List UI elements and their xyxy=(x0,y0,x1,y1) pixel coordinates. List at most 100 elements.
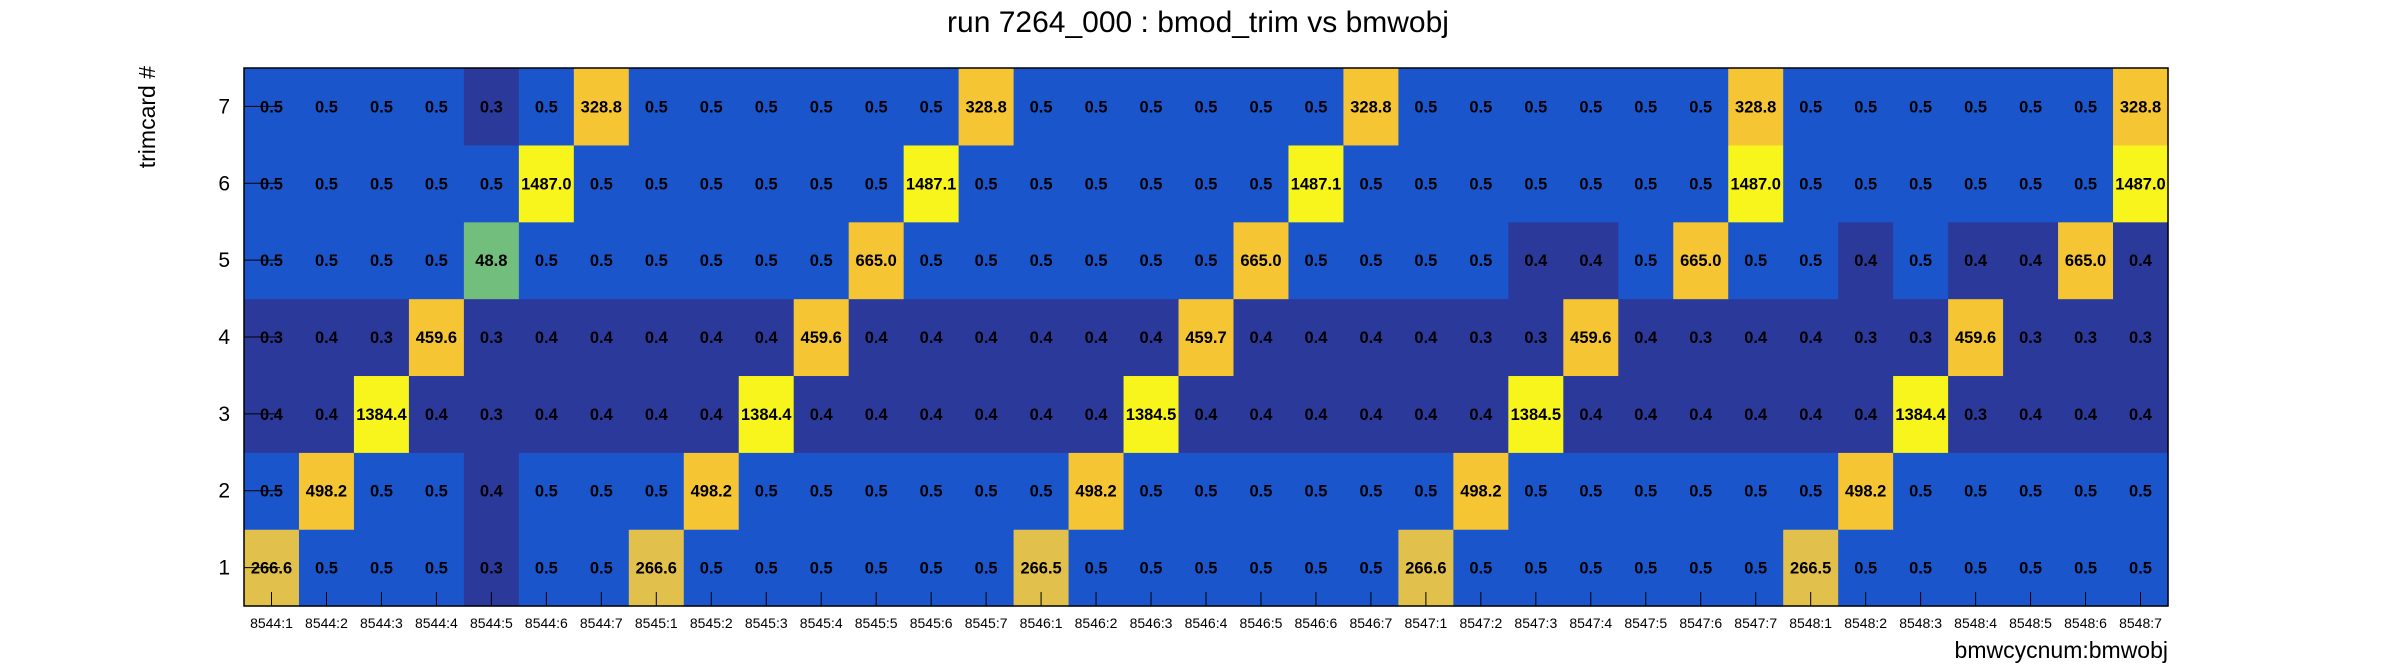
cell-value-label: 0.5 xyxy=(1085,252,1108,270)
cell-value-label: 0.5 xyxy=(1799,175,1822,193)
cell-value-label: 0.3 xyxy=(1909,329,1932,347)
heatmap-cell xyxy=(2113,452,2169,530)
cell-value-label: 0.4 xyxy=(1799,329,1823,347)
cell-value-label: 0.5 xyxy=(1634,483,1657,501)
heatmap-cell xyxy=(1673,452,1729,530)
cell-value-label: 0.5 xyxy=(590,175,613,193)
heatmap-cell xyxy=(408,144,465,223)
heatmap-cell xyxy=(463,452,520,530)
cell-value-label: 0.5 xyxy=(260,98,283,116)
cell-value-label: 0.5 xyxy=(920,483,943,501)
cell-value-label: 0.5 xyxy=(1195,483,1218,501)
cell-value-label: 1487.1 xyxy=(906,175,956,193)
heatmap-cell xyxy=(1288,298,1345,377)
cell-value-label: 0.5 xyxy=(1579,175,1602,193)
cell-value-label: 0.5 xyxy=(370,252,393,270)
cell-value-label: 0.5 xyxy=(425,252,448,270)
x-tick-label: 8545:4 xyxy=(800,615,843,631)
y-tick-label: 7 xyxy=(218,95,230,118)
x-tick-label: 8546:7 xyxy=(1349,615,1392,631)
heatmap-cell xyxy=(1288,68,1345,146)
cell-value-label: 1384.5 xyxy=(1126,406,1176,424)
cell-value-label: 0.5 xyxy=(260,252,283,270)
cell-value-label: 0.5 xyxy=(1634,98,1657,116)
heatmap-cell xyxy=(1893,452,1949,530)
cell-value-label: 0.5 xyxy=(1030,175,1053,193)
heatmap-cell xyxy=(1508,298,1564,377)
heatmap-cell xyxy=(573,452,630,530)
heatmap-cell xyxy=(2003,452,2059,530)
heatmap-cell xyxy=(1178,452,1235,530)
cell-value-label: 1384.4 xyxy=(1895,406,1946,424)
heatmap-cell xyxy=(628,298,685,377)
cell-value-label: 0.5 xyxy=(425,483,448,501)
cell-value-label: 0.4 xyxy=(2074,406,2098,424)
cell-value-label: 0.5 xyxy=(1140,483,1163,501)
cell-value-label: 0.5 xyxy=(315,98,338,116)
cell-value-label: 0.5 xyxy=(425,560,448,578)
cell-value-label: 0.5 xyxy=(810,483,833,501)
heatmap-cell xyxy=(1233,452,1290,530)
cell-value-label: 0.5 xyxy=(1524,560,1547,578)
heatmap-cell xyxy=(353,452,410,530)
heatmap-cell xyxy=(408,221,465,300)
cell-value-label: 0.5 xyxy=(865,98,888,116)
heatmap-cell xyxy=(1673,144,1729,223)
cell-value-label: 665.0 xyxy=(1680,252,1721,270)
heatmap-cell xyxy=(408,375,465,453)
cell-value-label: 0.5 xyxy=(1140,560,1163,578)
heatmap-cell xyxy=(903,452,960,530)
cell-value-label: 0.5 xyxy=(1964,175,1987,193)
heatmap-cell xyxy=(2058,375,2114,453)
heatmap-cell xyxy=(573,68,630,146)
heatmap-cell xyxy=(848,68,905,146)
heatmap-cell xyxy=(1068,68,1125,146)
cell-value-label: 0.5 xyxy=(425,98,448,116)
heatmap-cell xyxy=(1618,221,1674,300)
heatmap-cell xyxy=(1013,68,1070,146)
cell-value-label: 48.8 xyxy=(475,252,507,270)
heatmap-cell xyxy=(2058,452,2114,530)
heatmap-cell xyxy=(1178,221,1235,300)
x-tick-label: 8548:3 xyxy=(1899,615,1942,631)
x-axis-title: bmwcycnum:bmwobj xyxy=(1955,637,2168,663)
cell-value-label: 0.4 xyxy=(1250,406,1274,424)
heatmap-cell xyxy=(573,298,630,377)
cell-value-label: 0.5 xyxy=(755,98,778,116)
heatmap-cell xyxy=(848,452,905,530)
heatmap-cell xyxy=(1013,221,1070,300)
y-tick-label: 5 xyxy=(218,249,230,272)
cell-value-label: 0.5 xyxy=(1195,98,1218,116)
heatmap-cell xyxy=(1728,68,1784,146)
x-tick-label: 8545:2 xyxy=(690,615,733,631)
cell-value-label: 0.5 xyxy=(1964,560,1987,578)
cell-value-label: 0.4 xyxy=(1030,406,1054,424)
cell-value-label: 0.5 xyxy=(1304,483,1327,501)
cell-value-label: 0.5 xyxy=(260,483,283,501)
cell-value-label: 328.8 xyxy=(581,98,622,116)
cell-value-label: 0.4 xyxy=(425,406,449,424)
y-tick-label: 1 xyxy=(218,557,230,580)
x-tick-label: 8546:1 xyxy=(1020,615,1063,631)
heatmap-cell xyxy=(408,68,465,146)
x-tick-label: 8547:6 xyxy=(1679,615,1722,631)
cell-value-label: 0.5 xyxy=(1469,175,1492,193)
cell-value-label: 0.5 xyxy=(1085,98,1108,116)
heatmap-cell xyxy=(1948,144,2004,223)
cell-value-label: 0.4 xyxy=(535,406,559,424)
cell-value-label: 0.5 xyxy=(315,252,338,270)
cell-value-label: 0.3 xyxy=(1854,329,1877,347)
cell-value-label: 0.5 xyxy=(865,175,888,193)
cell-value-label: 0.5 xyxy=(590,483,613,501)
heatmap-cell xyxy=(1343,298,1399,377)
x-tick-label: 8546:3 xyxy=(1130,615,1173,631)
cell-value-label: 0.5 xyxy=(1909,98,1932,116)
x-tick-label: 8548:4 xyxy=(1954,615,1997,631)
heatmap-cell xyxy=(1783,221,1839,300)
heatmap-cell xyxy=(683,144,740,223)
x-tick-label: 8546:6 xyxy=(1295,615,1338,631)
cell-value-label: 0.4 xyxy=(810,406,834,424)
x-tick-label: 8547:3 xyxy=(1514,615,1557,631)
cell-value-label: 266.5 xyxy=(1790,560,1831,578)
cell-value-label: 0.5 xyxy=(2019,483,2042,501)
